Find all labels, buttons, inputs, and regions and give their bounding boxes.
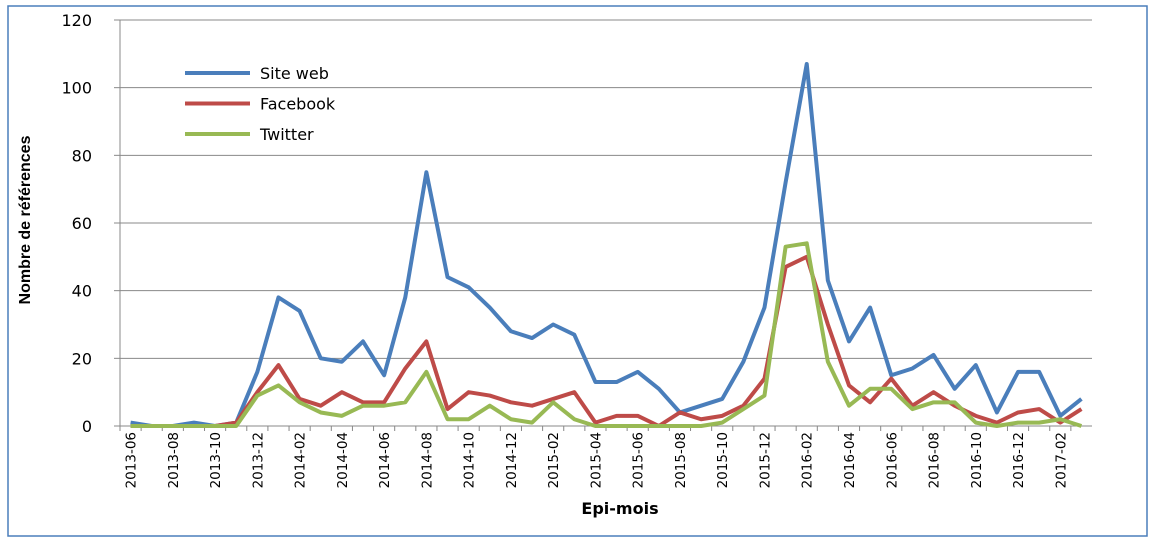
- x-tick-label: 2014-06: [377, 432, 393, 488]
- x-tick-label: 2015-10: [715, 432, 731, 488]
- x-tick-label: 2014-04: [335, 432, 351, 488]
- x-tick-label: 2013-12: [250, 432, 266, 488]
- x-axis-title: Epi-mois: [581, 499, 658, 518]
- x-tick-label: 2016-10: [969, 432, 985, 488]
- x-tick-label: 2014-10: [462, 432, 478, 488]
- x-tick-label: 2016-04: [842, 432, 858, 488]
- y-axis-title: Nombre de références: [17, 135, 34, 304]
- x-tick-label: 2013-06: [124, 432, 140, 488]
- data-line: [130, 254, 1083, 428]
- x-tick-label: 2016-08: [927, 432, 943, 488]
- y-tick-label: 120: [61, 11, 92, 30]
- x-tick-label: 2015-08: [673, 432, 689, 488]
- legend-label: Site web: [260, 64, 329, 83]
- legend-label: Facebook: [260, 95, 336, 114]
- frame: [7, 5, 1148, 537]
- x-tick-label: 2014-08: [419, 432, 435, 488]
- x-tick-label: 2015-12: [757, 432, 773, 488]
- x-tick-label: 2013-08: [166, 432, 182, 488]
- data-line: [130, 241, 1083, 428]
- y-tick-label: 80: [72, 146, 92, 165]
- x-tick-label: 2016-02: [800, 432, 816, 488]
- x-tick-label: 2016-06: [884, 432, 900, 488]
- x-tick-label: 2015-04: [588, 432, 604, 488]
- y-tick-label: 100: [61, 79, 92, 98]
- x-tick-label: 2014-02: [293, 432, 309, 488]
- x-tick-label: 2013-10: [208, 432, 224, 488]
- data-line: [130, 61, 1083, 428]
- x-tick-label: 2014-12: [504, 432, 520, 488]
- x-tick-label: 2016-12: [1011, 432, 1027, 488]
- y-tick-label: 60: [72, 214, 92, 233]
- y-tick-label: 0: [82, 417, 92, 436]
- legend-label: Twitter: [259, 125, 314, 144]
- x-tick-label: 2017-02: [1053, 432, 1069, 488]
- y-tick-label: 20: [72, 349, 92, 368]
- x-tick-label: 2015-02: [546, 432, 562, 488]
- y-tick-label: 40: [72, 282, 92, 301]
- x-tick-label: 2015-06: [631, 432, 647, 488]
